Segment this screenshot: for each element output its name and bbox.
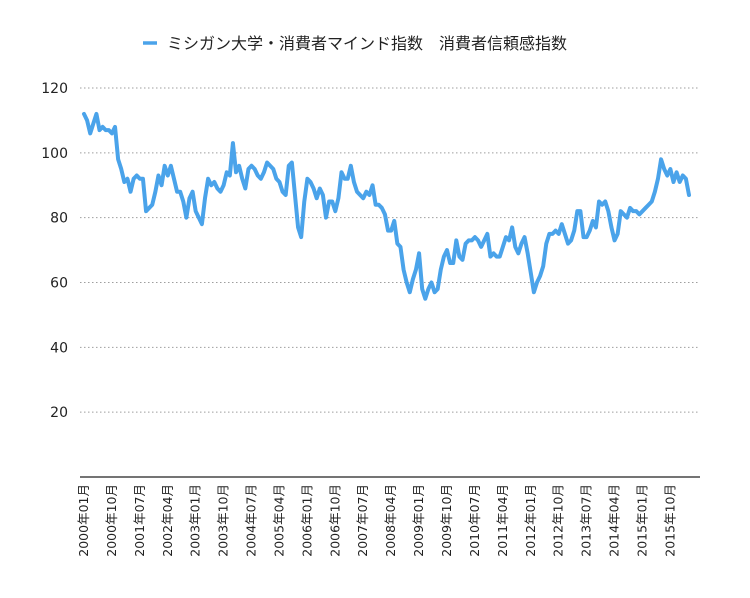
x-tick-label: 2002年04月 xyxy=(160,484,175,557)
x-tick-label: 2005年04月 xyxy=(271,484,286,557)
y-axis-ticks: 20 40 60 80 100 120 xyxy=(41,81,68,421)
y-tick-label: 120 xyxy=(41,81,68,97)
x-tick-label: 2015年01月 xyxy=(634,484,649,557)
x-tick-label: 2008年04月 xyxy=(383,484,398,557)
grid-lines xyxy=(80,87,700,413)
x-tick-label: 2003年10月 xyxy=(216,484,231,557)
x-tick-label: 2009年10月 xyxy=(439,484,454,557)
series-layer xyxy=(82,111,691,301)
x-tick-label: 2014年04月 xyxy=(607,484,622,557)
x-tick-label: 2013年07月 xyxy=(579,484,594,557)
y-tick-label: 100 xyxy=(41,146,68,162)
x-tick-label: 2012年10月 xyxy=(551,484,566,557)
x-axis-ticks: 2000年01月 2000年10月 2001年07月 2002年04月 2003年01月… xyxy=(76,484,677,557)
x-tick-label: 2012年01月 xyxy=(523,484,538,557)
x-tick-label: 2001年07月 xyxy=(132,484,147,557)
legend: ミシガン大学・消費者マインド指数 消費者信頼感指数 xyxy=(143,34,567,53)
x-tick-label: 2006年01月 xyxy=(299,484,314,557)
y-tick-label: 40 xyxy=(50,340,68,356)
y-tick-label: 60 xyxy=(50,276,68,292)
x-tick-label: 2011年04月 xyxy=(495,484,510,557)
x-tick-label: 2007年07月 xyxy=(355,484,370,557)
x-tick-label: 2010年07月 xyxy=(467,484,482,557)
x-tick-label: 2015年10月 xyxy=(662,484,677,557)
x-tick-label: 2006年10月 xyxy=(327,484,342,557)
x-tick-label: 2004年07月 xyxy=(244,484,259,557)
legend-label: ミシガン大学・消費者マインド指数 消費者信頼感指数 xyxy=(167,34,567,53)
series-line xyxy=(82,111,691,301)
x-tick-label: 2003年01月 xyxy=(188,484,203,557)
y-tick-label: 20 xyxy=(50,405,68,421)
x-tick-label: 2000年01月 xyxy=(76,484,91,557)
y-tick-label: 80 xyxy=(50,211,68,227)
x-tick-label: 2000年10月 xyxy=(104,484,119,557)
x-tick-label: 2009年01月 xyxy=(411,484,426,557)
